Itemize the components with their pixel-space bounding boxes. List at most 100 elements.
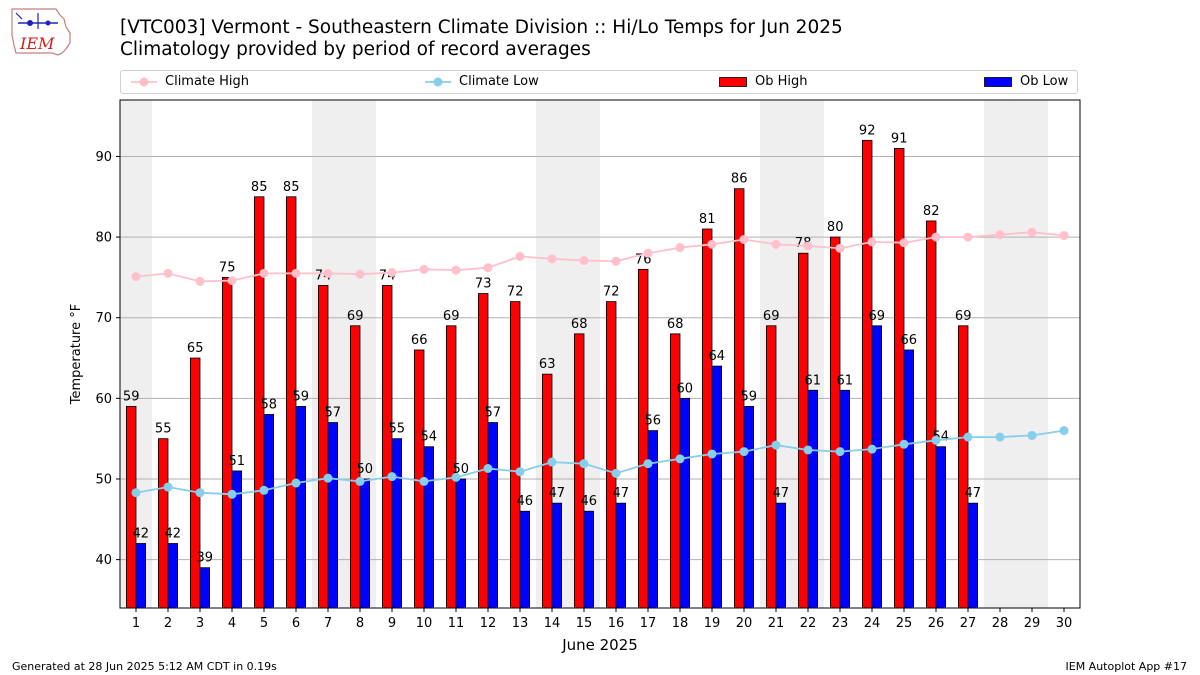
ob-low-data-label: 50 <box>357 462 374 477</box>
ob-low-data-label: 46 <box>517 494 534 509</box>
ob-low-bar <box>263 414 275 609</box>
x-tick-label: 28 <box>992 616 1009 631</box>
climate-low-point <box>867 444 877 454</box>
x-axis-label: June 2025 <box>561 636 638 654</box>
logo-text: IEM <box>19 34 55 53</box>
y-tick-label: 90 <box>95 150 112 165</box>
ob-low-bar <box>199 567 211 609</box>
ob-high-data-label: 72 <box>603 285 620 300</box>
ob-high-bar <box>606 301 617 609</box>
climate-high-point <box>643 248 653 258</box>
x-tick-label: 8 <box>356 616 364 631</box>
ob-low-bar <box>839 389 851 609</box>
climate-low-point <box>643 459 653 469</box>
ob-high-data-label: 68 <box>667 317 684 332</box>
ob-low-data-label: 64 <box>709 349 726 364</box>
ob-high-bar <box>477 293 489 609</box>
climate-low-point <box>323 473 333 483</box>
climate-high-point <box>867 237 877 247</box>
ob-high-bar <box>702 228 713 609</box>
ob-high-data-label: 91 <box>891 131 908 146</box>
ob-low-data-label: 61 <box>805 373 822 388</box>
x-tick-label: 12 <box>480 616 497 631</box>
ob-low-bar <box>423 446 435 609</box>
ob-high-bar <box>157 438 169 609</box>
ob-high-data-label: 81 <box>699 212 716 227</box>
ob-low-bar <box>391 438 403 609</box>
x-tick-label: 22 <box>800 616 817 631</box>
ob-low-bar <box>903 349 915 609</box>
climate-high-point <box>195 276 205 286</box>
ob-low-data-label: 59 <box>293 389 310 404</box>
x-tick-label: 24 <box>864 616 881 631</box>
climate-low-swatch <box>425 77 451 86</box>
iem-logo: IEM <box>11 8 71 56</box>
climate-low-point <box>355 476 365 486</box>
y-tick-label: 60 <box>95 392 112 407</box>
ob-high-data-label: 85 <box>283 180 300 195</box>
ob-high-bar <box>574 333 585 609</box>
ob-high-bar <box>317 285 329 609</box>
app-credit: IEM Autoplot App #17 <box>1065 660 1188 673</box>
ob-high-bar <box>126 406 137 609</box>
climate-high-point <box>451 265 461 275</box>
chart-subtitle: Climatology provided by period of record… <box>120 39 591 60</box>
ob-high-bar <box>670 333 681 609</box>
y-tick-label: 80 <box>95 231 112 246</box>
x-tick-label: 4 <box>228 616 236 631</box>
ob-high-data-label: 82 <box>923 204 940 219</box>
y-tick-label: 40 <box>95 553 112 568</box>
chart-title: [VTC003] Vermont - Southeastern Climate … <box>120 17 843 38</box>
legend-item-climate-low: Climate Low <box>425 74 539 89</box>
climate-high-swatch <box>131 77 157 86</box>
climate-high-point <box>579 255 589 265</box>
ob-high-bar <box>830 236 841 609</box>
climate-low-point <box>771 440 781 450</box>
legend-label-ob-low: Ob Low <box>1020 74 1069 89</box>
climate-high-point <box>355 269 365 279</box>
x-tick-label: 7 <box>324 616 332 631</box>
x-tick-label: 1 <box>132 616 140 631</box>
climate-high-point <box>835 243 845 253</box>
ob-high-bar <box>509 301 521 609</box>
climate-low-point <box>899 439 909 449</box>
ob-low-data-label: 57 <box>325 406 342 421</box>
ob-high-bar <box>862 139 873 609</box>
y-tick-label: 70 <box>95 311 112 326</box>
climate-low-point <box>931 435 941 445</box>
x-tick-label: 18 <box>672 616 689 631</box>
x-tick-label: 14 <box>544 616 561 631</box>
climate-low-point <box>483 464 493 474</box>
ob-high-data-label: 55 <box>155 422 172 437</box>
ob-high-data-label: 59 <box>123 389 140 404</box>
ob-high-data-label: 75 <box>219 260 236 275</box>
climate-high-point <box>227 276 237 286</box>
ob-high-bar <box>638 268 649 609</box>
ob-low-bar <box>359 478 371 609</box>
climate-high-point <box>995 230 1005 240</box>
climate-low-point <box>1059 426 1069 436</box>
climate-low-point <box>419 476 429 486</box>
climate-low-point <box>611 468 621 478</box>
generated-timestamp: Generated at 28 Jun 2025 5:12 AM CDT in … <box>12 660 277 673</box>
x-tick-label: 15 <box>576 616 593 631</box>
ob-low-bar <box>551 502 563 609</box>
climate-low-point <box>707 449 717 459</box>
climate-high-point <box>675 243 685 253</box>
x-tick-label: 9 <box>388 616 396 631</box>
ob-high-data-label: 92 <box>859 123 876 138</box>
climate-high-point <box>771 239 781 249</box>
climate-high-point <box>163 268 173 278</box>
ob-low-data-label: 57 <box>485 406 502 421</box>
climate-low-point <box>259 485 269 495</box>
climate-high-point <box>387 268 397 278</box>
climate-low-point <box>195 488 205 498</box>
legend-label-climate-low: Climate Low <box>459 74 539 89</box>
ob-low-data-label: 60 <box>677 381 694 396</box>
ob-high-data-label: 69 <box>443 309 460 324</box>
x-tick-label: 3 <box>196 616 204 631</box>
climate-low-point <box>291 478 301 488</box>
climate-high-point <box>803 241 813 251</box>
ob-high-bar <box>894 147 905 609</box>
climate-low-point <box>579 459 589 469</box>
